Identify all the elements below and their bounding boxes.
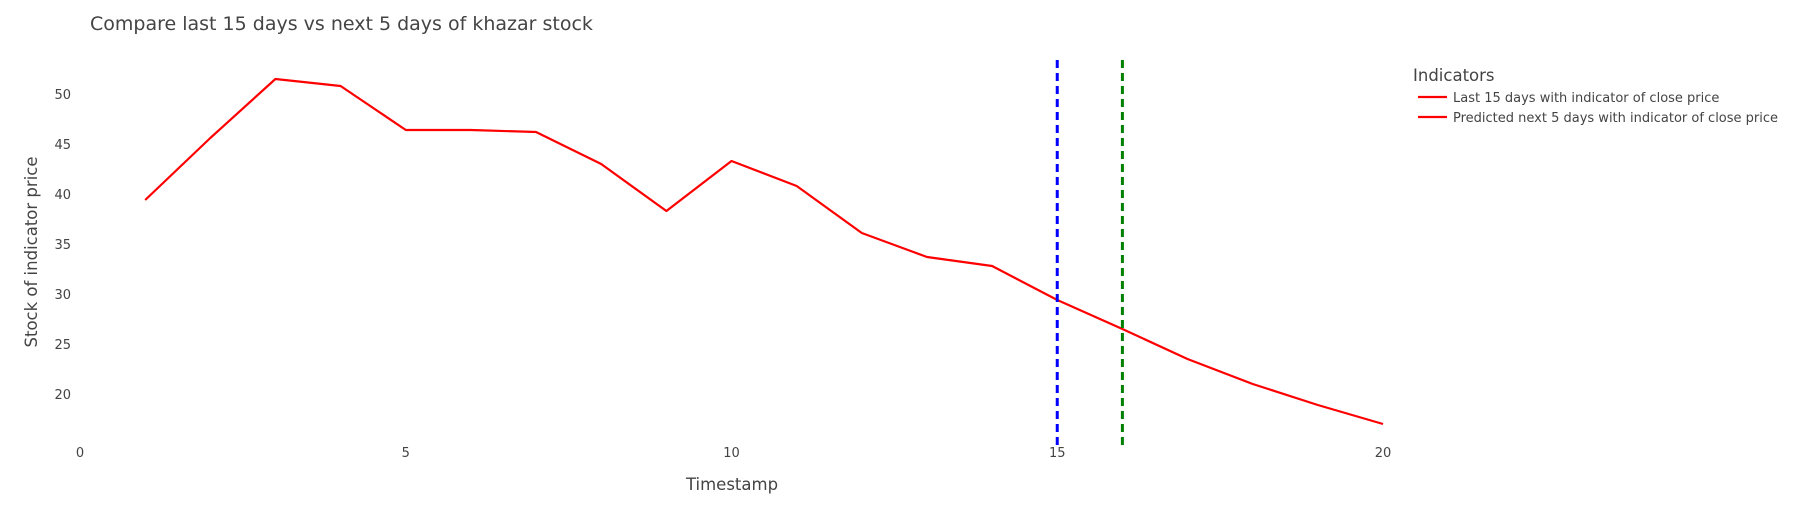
y-tick-label: 20 bbox=[54, 388, 71, 403]
y-axis: 20 25 30 35 40 45 50 bbox=[54, 88, 71, 403]
x-axis: 0 5 10 15 20 bbox=[76, 446, 1391, 461]
x-tick-label: 15 bbox=[1049, 446, 1066, 461]
legend-item[interactable]: Last 15 days with indicator of close pri… bbox=[1418, 91, 1719, 106]
x-axis-title: Timestamp bbox=[685, 475, 778, 494]
series-line-last-15-days[interactable] bbox=[144, 77, 1058, 301]
plot-area bbox=[144, 60, 1384, 445]
x-tick-label: 0 bbox=[76, 446, 84, 461]
y-axis-title: Stock of indicator price bbox=[22, 157, 41, 348]
y-tick-label: 25 bbox=[54, 338, 71, 353]
y-tick-label: 40 bbox=[54, 188, 71, 203]
legend-title: Indicators bbox=[1413, 66, 1495, 85]
chart-title: Compare last 15 days vs next 5 days of k… bbox=[90, 13, 593, 35]
x-tick-label: 10 bbox=[723, 446, 740, 461]
y-tick-label: 45 bbox=[54, 138, 71, 153]
x-tick-label: 5 bbox=[402, 446, 410, 461]
y-tick-label: 50 bbox=[54, 88, 71, 103]
legend[interactable]: Indicators Last 15 days with indicator o… bbox=[1413, 66, 1778, 126]
legend-label: Last 15 days with indicator of close pri… bbox=[1453, 91, 1719, 106]
legend-item[interactable]: Predicted next 5 days with indicator of … bbox=[1418, 111, 1778, 126]
series-line-predicted-next-5-days[interactable] bbox=[1056, 298, 1384, 426]
y-tick-label: 35 bbox=[54, 238, 71, 253]
legend-label: Predicted next 5 days with indicator of … bbox=[1453, 111, 1778, 126]
x-tick-label: 20 bbox=[1375, 446, 1392, 461]
y-tick-label: 30 bbox=[54, 288, 71, 303]
